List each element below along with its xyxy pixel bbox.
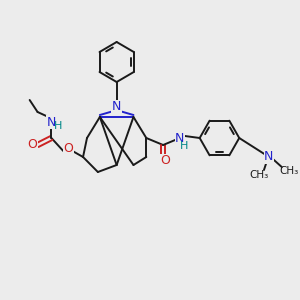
Text: CH₃: CH₃ (249, 170, 268, 180)
Text: CH₃: CH₃ (279, 166, 298, 176)
Text: O: O (160, 154, 170, 167)
Text: N: N (264, 151, 274, 164)
Text: O: O (63, 142, 73, 155)
Text: O: O (28, 137, 38, 151)
Text: N: N (112, 100, 121, 113)
Text: H: H (54, 121, 62, 131)
Text: N: N (175, 131, 184, 145)
Text: N: N (47, 116, 56, 128)
Text: H: H (180, 141, 188, 151)
